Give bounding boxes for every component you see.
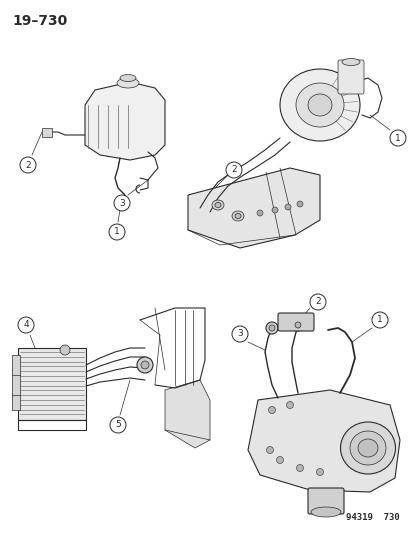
Circle shape	[294, 322, 300, 328]
Text: 3: 3	[237, 329, 242, 338]
Text: 1: 1	[394, 133, 400, 142]
Circle shape	[137, 357, 153, 373]
Polygon shape	[165, 380, 209, 448]
Circle shape	[225, 162, 242, 178]
Text: 5: 5	[115, 421, 121, 430]
Text: 1: 1	[376, 316, 382, 325]
Ellipse shape	[357, 439, 377, 457]
Circle shape	[276, 456, 283, 464]
Ellipse shape	[235, 214, 240, 219]
Polygon shape	[188, 168, 319, 248]
Ellipse shape	[310, 507, 340, 517]
Text: 19–730: 19–730	[12, 14, 67, 28]
Circle shape	[296, 201, 302, 207]
FancyBboxPatch shape	[42, 128, 52, 137]
Circle shape	[268, 325, 274, 331]
Polygon shape	[85, 82, 165, 160]
Ellipse shape	[214, 203, 221, 207]
Circle shape	[316, 469, 323, 475]
FancyBboxPatch shape	[12, 355, 20, 410]
Circle shape	[114, 195, 130, 211]
Text: 94319  730: 94319 730	[345, 513, 399, 522]
Circle shape	[109, 224, 125, 240]
Text: 4: 4	[23, 320, 29, 329]
Ellipse shape	[231, 211, 243, 221]
Ellipse shape	[341, 59, 359, 66]
Circle shape	[371, 312, 387, 328]
Text: 2: 2	[314, 297, 320, 306]
FancyBboxPatch shape	[277, 313, 313, 331]
Circle shape	[20, 157, 36, 173]
Circle shape	[256, 210, 262, 216]
Ellipse shape	[279, 69, 359, 141]
FancyBboxPatch shape	[307, 488, 343, 514]
Circle shape	[18, 317, 34, 333]
Circle shape	[389, 130, 405, 146]
Ellipse shape	[120, 75, 136, 82]
Circle shape	[271, 207, 277, 213]
Ellipse shape	[349, 431, 385, 465]
Ellipse shape	[307, 94, 331, 116]
Circle shape	[296, 464, 303, 472]
Circle shape	[231, 326, 247, 342]
Polygon shape	[247, 390, 399, 492]
Circle shape	[266, 322, 277, 334]
Ellipse shape	[211, 200, 223, 210]
Circle shape	[60, 345, 70, 355]
Circle shape	[110, 417, 126, 433]
Text: 2: 2	[25, 160, 31, 169]
Circle shape	[291, 319, 303, 331]
FancyBboxPatch shape	[337, 60, 363, 94]
Ellipse shape	[339, 422, 394, 474]
Text: 3: 3	[119, 198, 125, 207]
FancyBboxPatch shape	[18, 348, 86, 420]
Ellipse shape	[117, 78, 139, 88]
Circle shape	[268, 407, 275, 414]
Text: 2: 2	[230, 166, 236, 174]
Circle shape	[284, 204, 290, 210]
Circle shape	[266, 447, 273, 454]
Circle shape	[141, 361, 149, 369]
Text: 1: 1	[114, 228, 120, 237]
Circle shape	[286, 401, 293, 408]
Ellipse shape	[295, 83, 343, 127]
Circle shape	[309, 294, 325, 310]
